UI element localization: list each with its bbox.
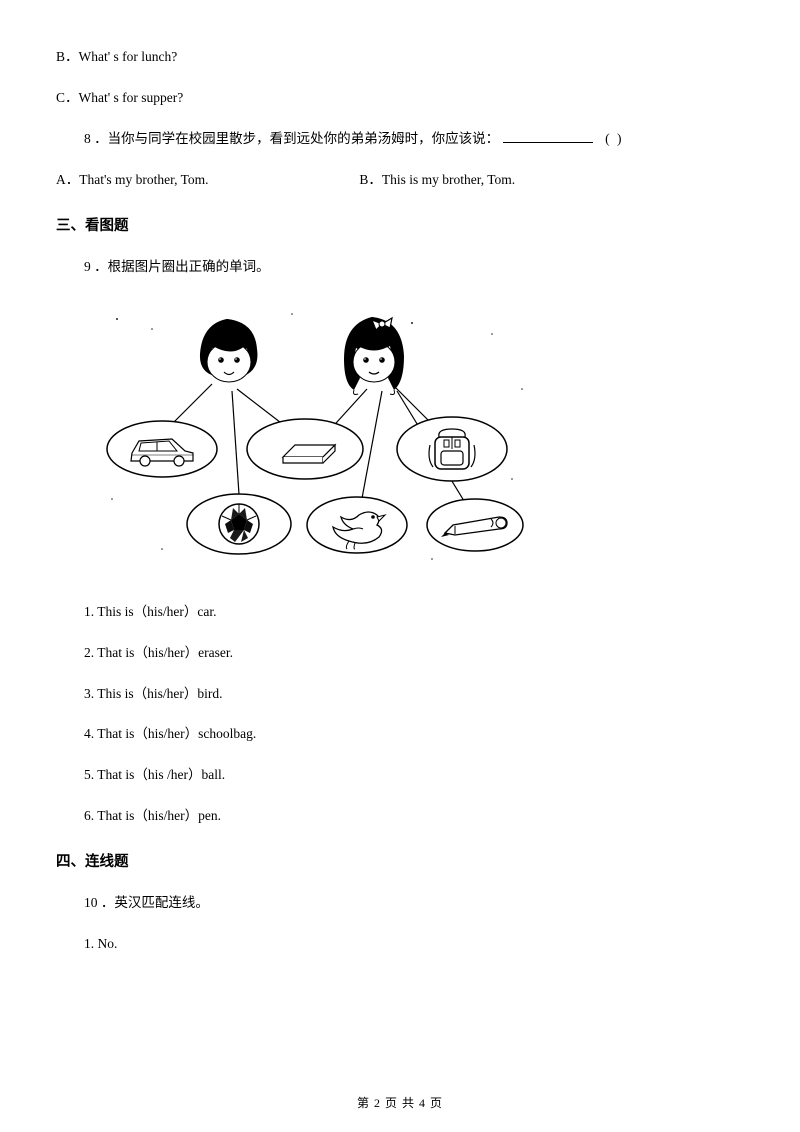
option-b-text: B．What' s for lunch? bbox=[56, 48, 744, 67]
q9-item-1: 1. This is（his/her）car. bbox=[56, 603, 744, 622]
q8-option-a: A．That's my brother, Tom. bbox=[56, 171, 356, 190]
eraser-icon bbox=[247, 419, 363, 479]
bird-icon bbox=[307, 497, 407, 553]
car-icon bbox=[107, 421, 217, 477]
q9-item-2: 2. That is（his/her）eraser. bbox=[56, 644, 744, 663]
pen-icon bbox=[427, 499, 523, 551]
section-3-title: 三、看图题 bbox=[56, 216, 744, 236]
q10-item-1: 1. No. bbox=[56, 935, 744, 954]
q9-item-5: 5. That is（his /her）ball. bbox=[56, 766, 744, 785]
ball-icon bbox=[187, 494, 291, 554]
q9-item-4: 4. That is（his/her）schoolbag. bbox=[56, 725, 744, 744]
q9-item-3: 3. This is（his/her）bird. bbox=[56, 685, 744, 704]
girl-head-icon bbox=[344, 317, 404, 395]
q8-paren[interactable]: ( ) bbox=[605, 131, 623, 146]
q8-text: 8 ．当你与同学在校园里散步，看到远处你的弟弟汤姆时，你应该说： bbox=[84, 131, 499, 146]
q8-options: A．That's my brother, Tom. B．This is my b… bbox=[56, 171, 744, 190]
q9-prompt: 9 ．根据图片圈出正确的单词。 bbox=[56, 258, 744, 277]
question-8: 8 ．当你与同学在校园里散步，看到远处你的弟弟汤姆时，你应该说： ( ) bbox=[56, 130, 744, 149]
q9-item-6: 6. That is（his/her）pen. bbox=[56, 807, 744, 826]
section-4-title: 四、连线题 bbox=[56, 852, 744, 872]
page-footer: 第 2 页 共 4 页 bbox=[0, 1095, 800, 1112]
q8-option-b: B．This is my brother, Tom. bbox=[359, 171, 515, 190]
q9-picture bbox=[92, 299, 542, 579]
schoolbag-icon bbox=[397, 417, 507, 481]
option-c-text: C．What' s for supper? bbox=[56, 89, 744, 108]
boy-head-icon bbox=[200, 319, 258, 382]
q10-prompt: 10 ．英汉匹配连线。 bbox=[56, 894, 744, 913]
q8-blank[interactable] bbox=[503, 142, 593, 143]
